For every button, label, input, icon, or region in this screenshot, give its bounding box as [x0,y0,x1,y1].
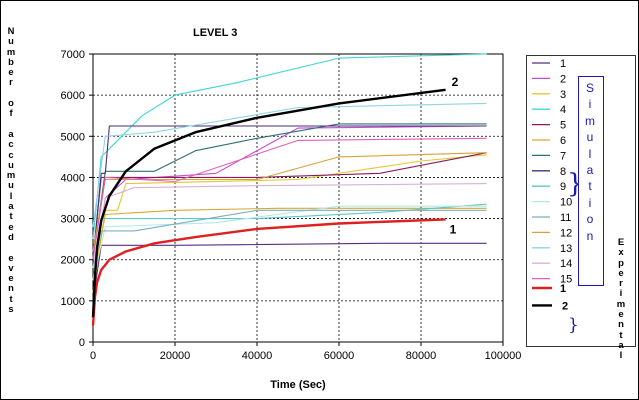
experimental-series-1-line [91,218,446,326]
y-tick-label: 5000 [61,131,85,143]
labels-layer: 0 1000 2000 3000 4000 5000 6000 7000 0 20000 40000… [61,49,522,362]
y-tick-label: 1000 [61,296,85,308]
y-tick-label: 0 [79,337,85,349]
y-tick-label: 3000 [61,214,85,226]
experimental-series-2-label: 2 [452,75,459,89]
series-layer [91,53,487,326]
simulation-series-10-line [92,205,487,281]
x-tick-label: 100000 [485,350,522,362]
x-tick-label: 0 [90,350,96,362]
y-tick-label: 4000 [61,172,85,184]
x-axis-title: Time (Sec) [270,379,326,391]
experimental-series-1-label: 1 [450,222,457,236]
y-tick-label: 2000 [61,255,85,267]
x-tick-label: 60000 [324,350,355,362]
simulation-series-6-line [92,207,487,281]
chart-title: LEVEL 3 [193,27,237,39]
simulation-series-4-line [92,53,487,240]
experimental-series-2-line [91,88,446,318]
simulation-series-1-line [92,242,487,301]
ticks-layer [89,53,504,346]
simulation-group-box [578,76,604,286]
simulation-series-15-line [92,137,487,260]
y-tick-label: 6000 [61,90,85,102]
plot-area [92,53,504,343]
x-tick-label: 40000 [242,350,273,362]
x-tick-label: 20000 [160,350,191,362]
grid-layer [93,54,503,342]
simulation-series-13-line [92,102,487,227]
simulation-series-8-line [92,125,487,260]
x-tick-label: 80000 [406,350,437,362]
y-tick-label: 7000 [61,49,85,61]
